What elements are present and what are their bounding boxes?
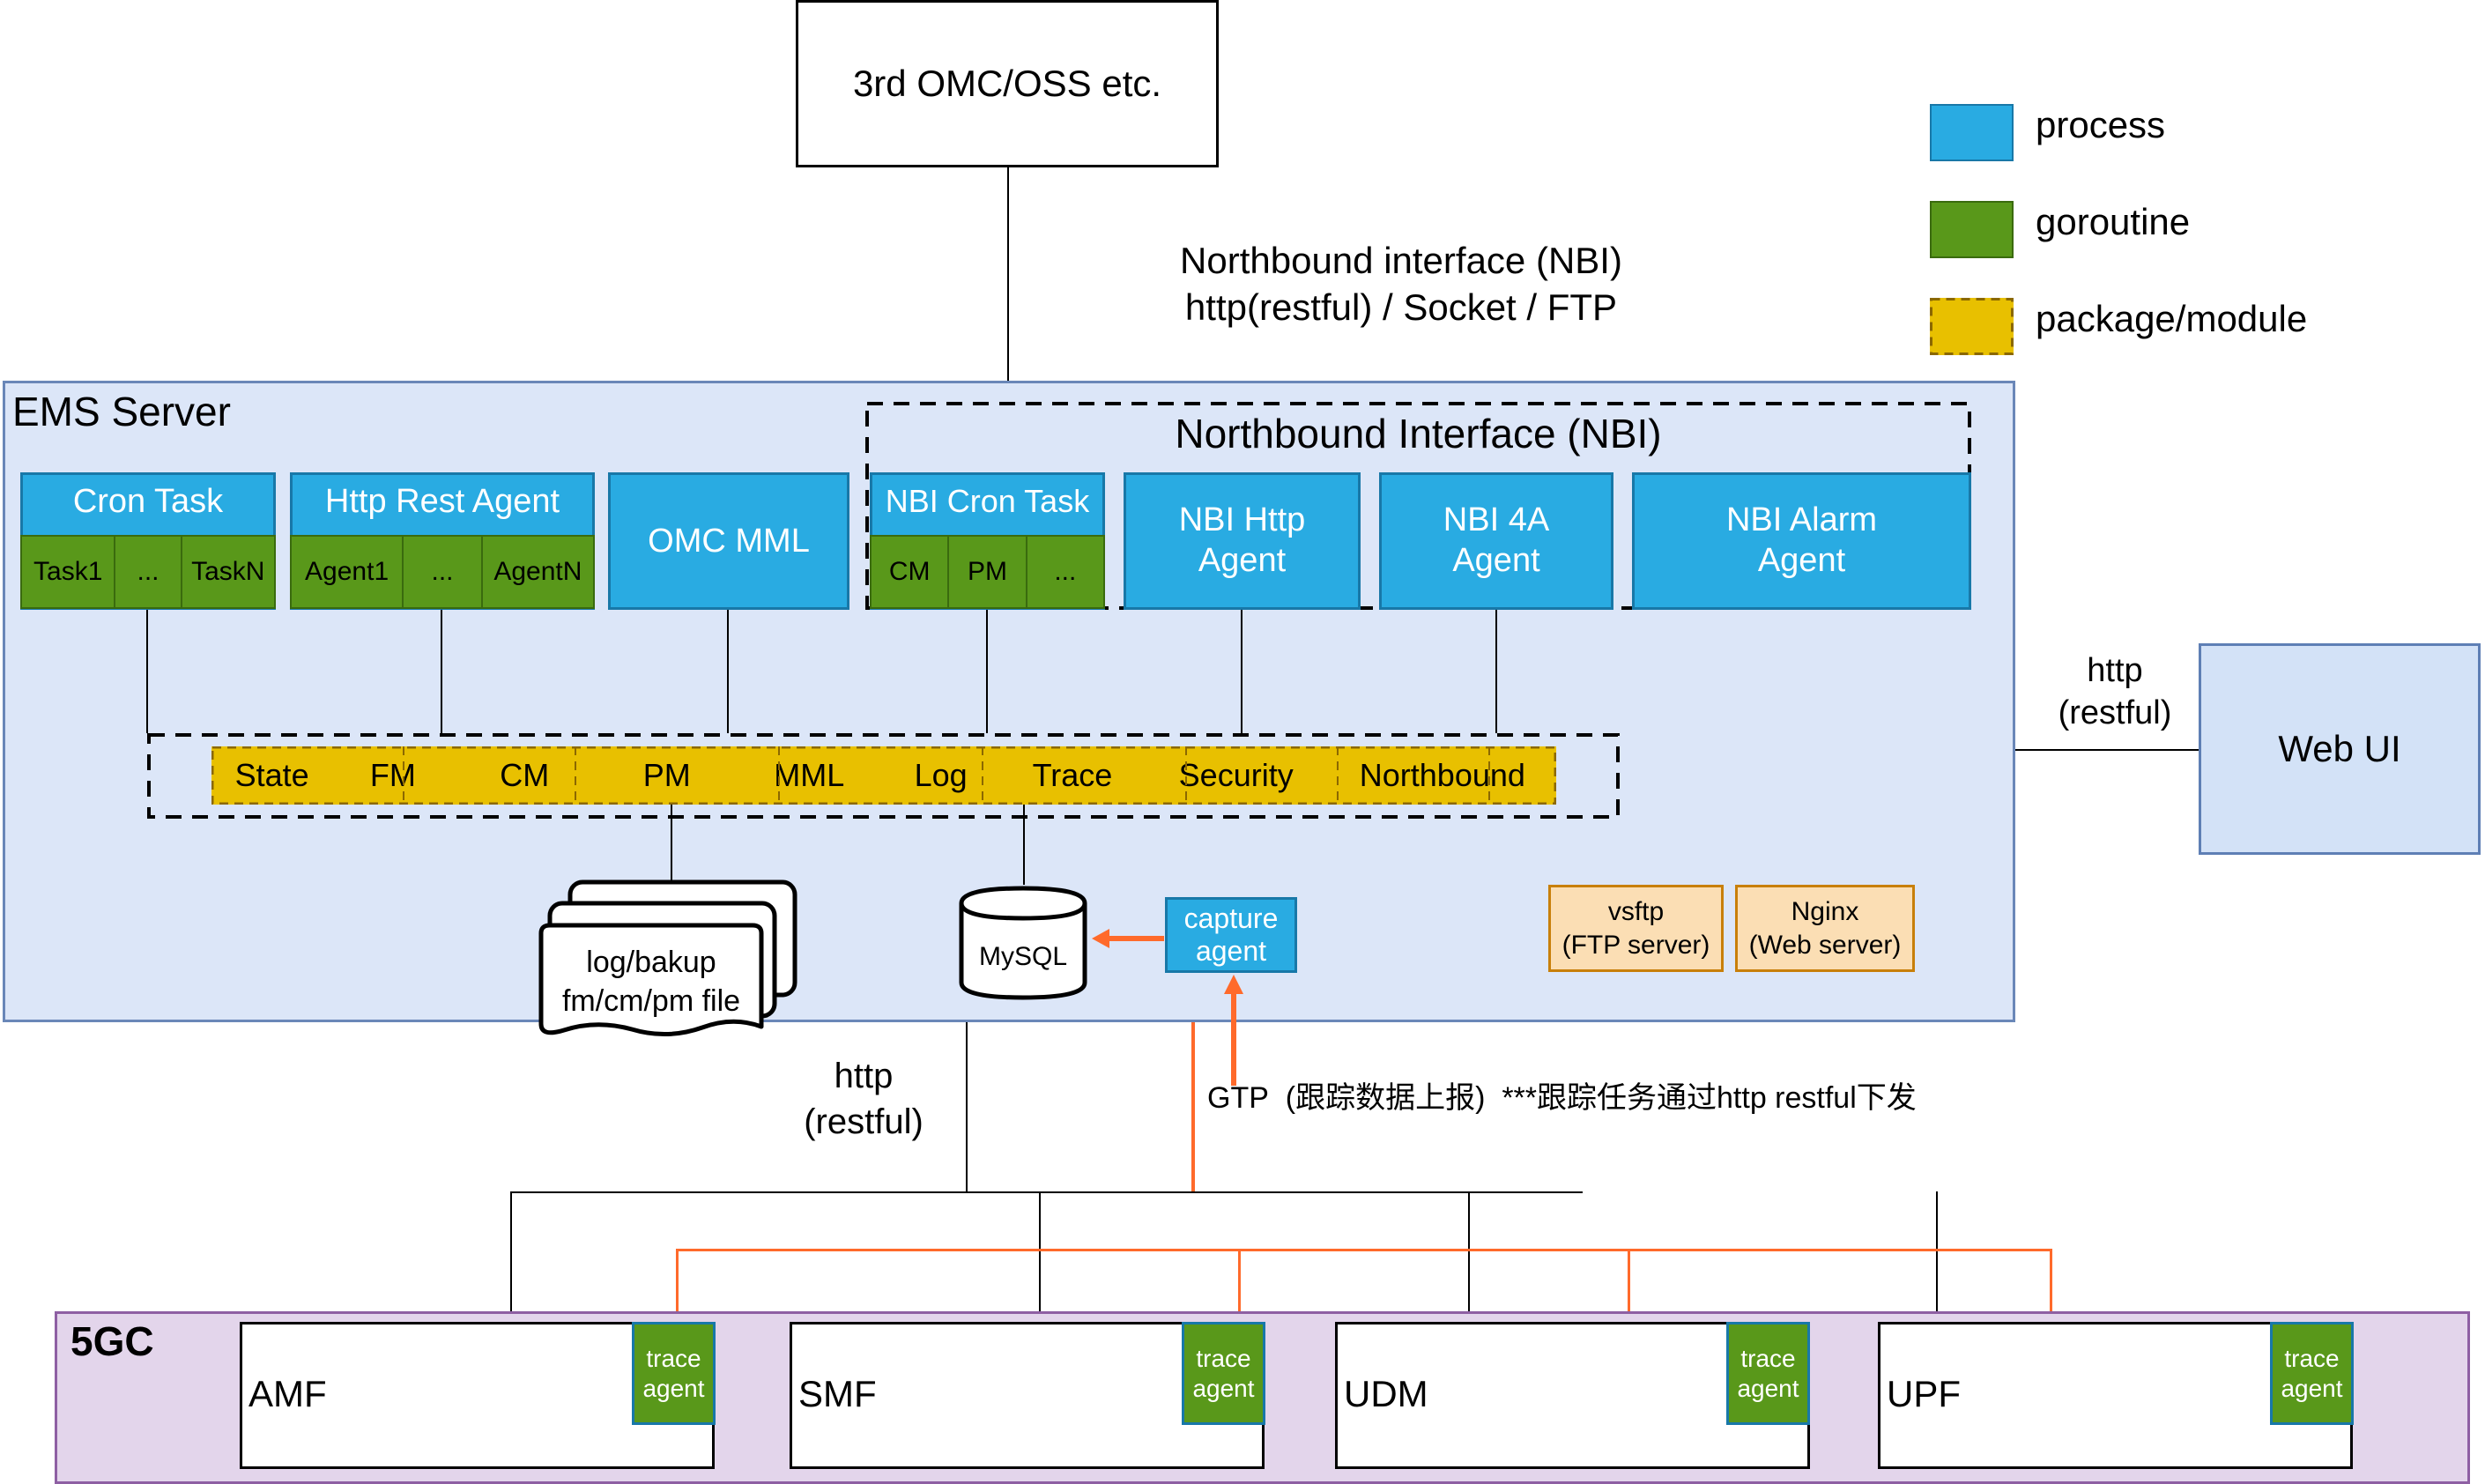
svg-text:MySQL: MySQL [979, 942, 1067, 971]
svg-text:log/bakup: log/bakup [586, 946, 716, 979]
svg-text:fm/cm/pm file: fm/cm/pm file [562, 984, 740, 1018]
